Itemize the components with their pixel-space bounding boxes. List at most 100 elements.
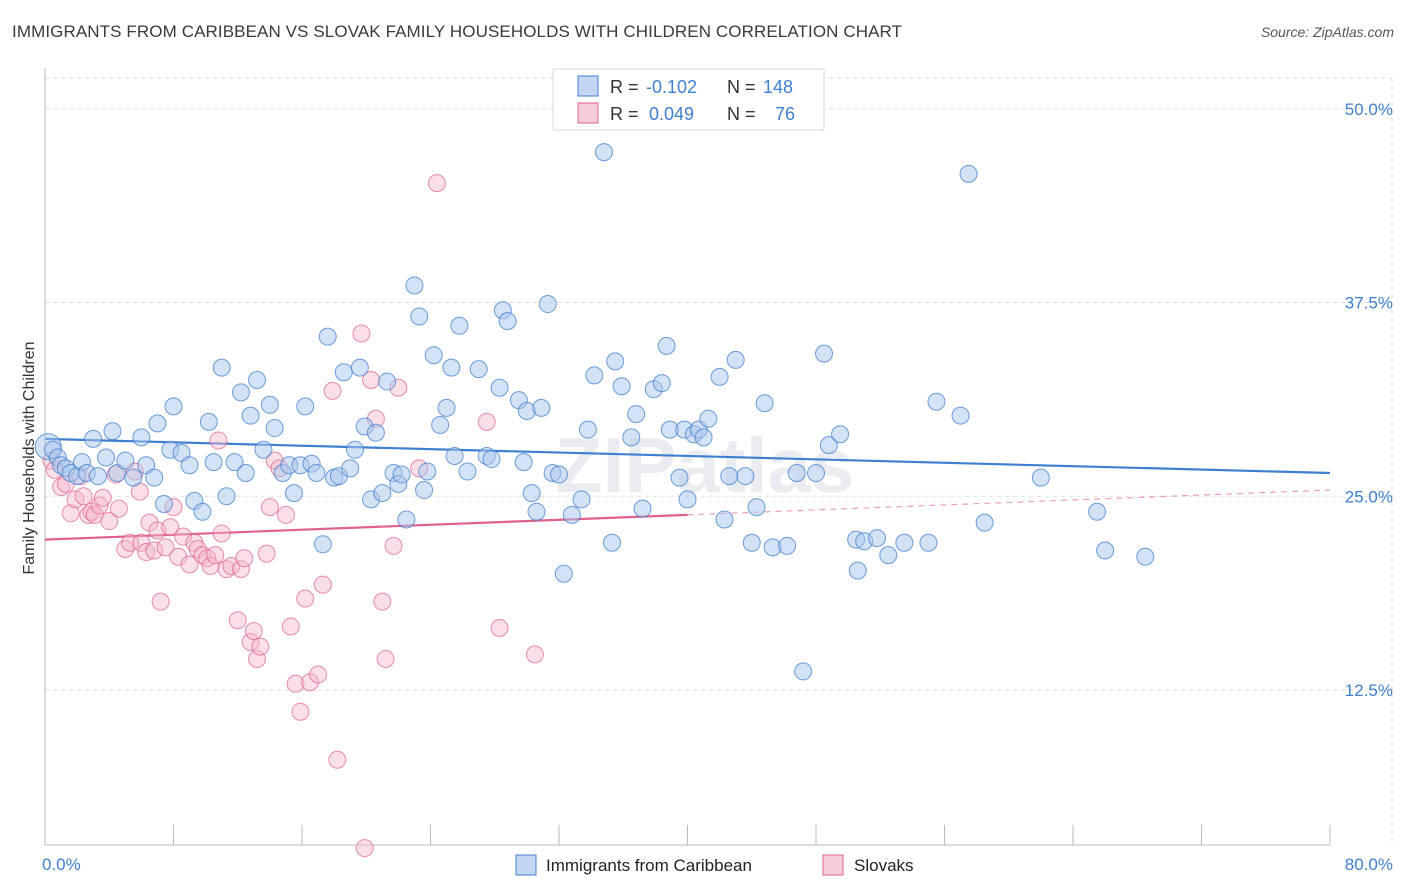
data-point-slovaks [217, 560, 236, 579]
data-point-caribbean [248, 371, 267, 389]
data-point-slovaks [251, 637, 270, 656]
stat-r-value: -0.102 [646, 77, 697, 97]
data-point-caribbean [199, 412, 218, 431]
data-point-slovaks [212, 524, 231, 543]
data-point-caribbean [490, 378, 509, 397]
data-point-slovaks [100, 512, 119, 531]
legend-pink-label: Slovaks [854, 856, 914, 875]
data-point-slovaks [291, 702, 310, 721]
data-point-caribbean [145, 468, 164, 487]
blue-swatch [577, 75, 599, 97]
data-point-caribbean [225, 453, 244, 472]
stat-n-value: 76 [775, 104, 795, 124]
data-point-caribbean [1088, 502, 1107, 521]
data-point-caribbean [585, 366, 604, 385]
data-point-caribbean [89, 467, 108, 486]
stat-r-label: R = [610, 77, 639, 97]
data-point-caribbean [578, 420, 597, 439]
data-point-slovaks [145, 541, 164, 560]
data-point-slovaks [490, 619, 509, 637]
data-point-slovaks [296, 589, 315, 608]
data-point-caribbean [550, 465, 568, 484]
data-point-slovaks [257, 544, 276, 563]
data-point-slovaks [376, 650, 395, 668]
data-point-caribbean [532, 398, 551, 417]
legend-pink-swatch [822, 854, 844, 876]
data-point-slovaks [180, 555, 199, 574]
data-point-caribbean [260, 395, 279, 414]
data-point-caribbean [848, 561, 867, 580]
y-tick-labels: 12.5% 25.0% 37.5% 50.0% [1345, 100, 1393, 700]
data-point-caribbean [132, 428, 151, 447]
data-point-caribbean [318, 327, 337, 346]
data-point-caribbean [241, 406, 260, 425]
data-point-caribbean [927, 392, 946, 411]
data-point-caribbean [378, 372, 397, 391]
y-tick-label: 37.5% [1345, 294, 1393, 313]
data-point-caribbean [482, 450, 501, 469]
data-point-caribbean [622, 428, 641, 447]
data-point-caribbean [410, 307, 429, 326]
data-point-caribbean [959, 164, 978, 183]
data-point-caribbean [405, 276, 424, 295]
pink-swatch [577, 102, 599, 124]
data-point-slovaks [355, 839, 374, 858]
legend-blue-swatch [515, 854, 537, 876]
data-point-caribbean [726, 350, 745, 369]
data-point-caribbean [341, 459, 360, 478]
chart-title: IMMIGRANTS FROM CARIBBEAN VS SLOVAK FAMI… [12, 22, 903, 41]
data-point-caribbean [522, 484, 541, 503]
data-point-caribbean [1031, 468, 1050, 487]
data-point-caribbean [124, 468, 143, 487]
data-point-caribbean [350, 358, 369, 377]
data-point-slovaks [235, 549, 254, 568]
data-point-caribbean [437, 398, 456, 417]
data-point-caribbean [514, 453, 533, 472]
data-point-slovaks [323, 381, 342, 400]
data-point-caribbean [699, 409, 718, 428]
data-point-caribbean [373, 484, 392, 503]
data-point-slovaks [93, 488, 112, 507]
data-point-caribbean [527, 502, 546, 521]
data-point-slovaks [328, 750, 347, 769]
data-point-caribbean [397, 510, 416, 529]
data-point-caribbean [919, 533, 938, 552]
data-point-caribbean [572, 490, 591, 509]
data-point-caribbean [538, 295, 557, 314]
data-point-slovaks [206, 546, 225, 565]
data-point-caribbean [606, 352, 625, 371]
data-point-caribbean [895, 533, 914, 552]
data-point-caribbean [334, 363, 353, 382]
data-point-caribbean [498, 312, 517, 331]
data-point-caribbean [97, 448, 116, 467]
data-point-caribbean [1136, 547, 1155, 566]
data-point-slovaks [286, 674, 305, 693]
data-point-slovaks [384, 536, 403, 555]
data-point-slovaks [260, 498, 279, 517]
data-point-slovaks [151, 592, 170, 611]
data-point-caribbean [778, 536, 797, 555]
y-tick-label: 12.5% [1345, 681, 1393, 700]
data-point-caribbean [445, 446, 464, 465]
data-point-caribbean [265, 419, 284, 438]
data-point-slovaks [241, 632, 260, 651]
data-point-caribbean [819, 436, 838, 455]
data-point-caribbean [458, 462, 477, 481]
data-point-caribbean [424, 346, 443, 365]
data-point-caribbean [736, 467, 755, 486]
data-point-caribbean [103, 422, 122, 441]
data-point-caribbean [975, 513, 994, 532]
data-point-caribbean [807, 464, 825, 482]
stat-n-value: 148 [763, 77, 793, 97]
x-tick-label: 0.0% [42, 855, 81, 874]
data-point-caribbean [710, 367, 729, 386]
legend: Immigrants from Caribbean Slovaks [515, 854, 914, 876]
stats-box: R = -0.102 N = 148 R = 0.049 N = 76 [552, 68, 825, 131]
data-point-caribbean [612, 377, 631, 396]
data-point-caribbean [868, 529, 887, 548]
data-point-slovaks [61, 504, 80, 523]
data-point-caribbean [652, 374, 671, 393]
data-point-caribbean [236, 464, 255, 482]
data-point-caribbean [594, 143, 613, 162]
